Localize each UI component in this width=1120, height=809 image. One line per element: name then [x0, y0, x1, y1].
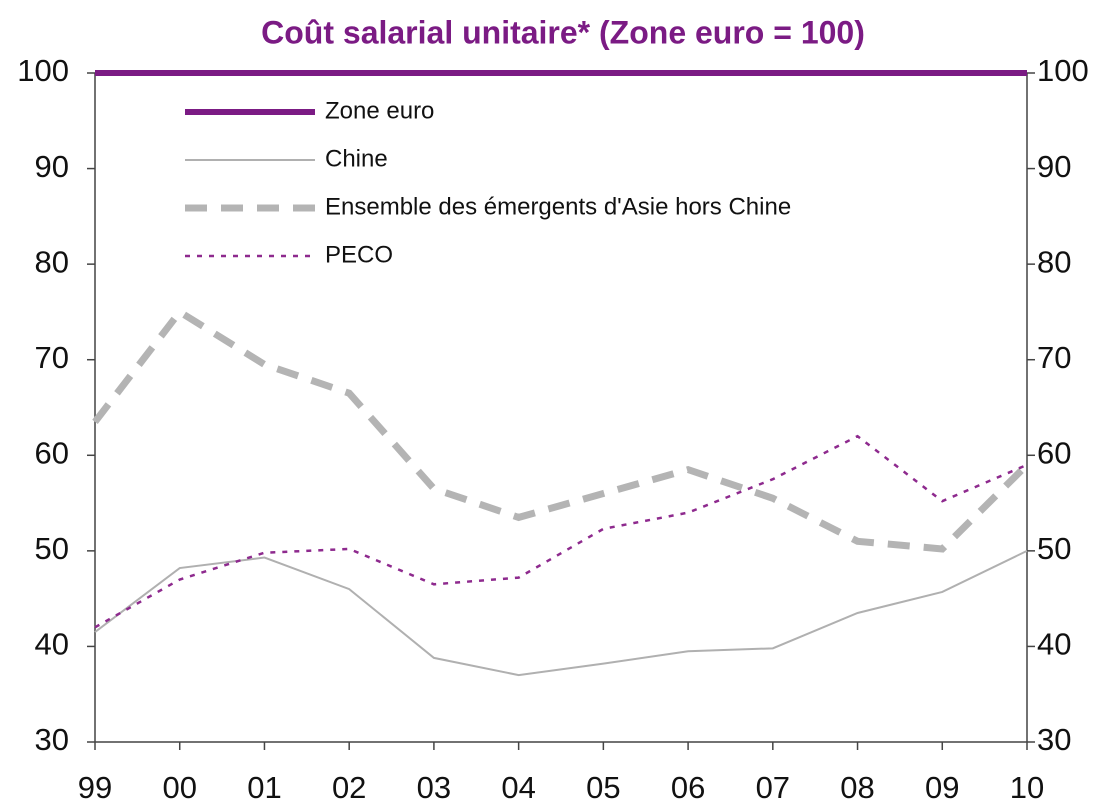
x-tick-label: 05	[586, 770, 620, 805]
y-tick-label: 60	[35, 435, 69, 470]
x-tick-label: 00	[162, 770, 196, 805]
series-line	[94, 549, 1028, 677]
x-tick-label: 04	[501, 770, 535, 805]
legend-label: Ensemble des émergents d'Asie hors Chine	[325, 193, 791, 220]
x-tick-label: 07	[756, 770, 790, 805]
y2-tick-label: 100	[1037, 53, 1089, 88]
y-tick-label: 30	[35, 722, 69, 757]
y-tick-label: 80	[35, 244, 69, 279]
y-tick-label: 50	[35, 531, 69, 566]
legend-label: Zone euro	[325, 97, 434, 124]
x-tick-label: 03	[417, 770, 451, 805]
x-tick-label: 02	[332, 770, 366, 805]
legend-label: Chine	[325, 145, 388, 172]
x-tick-label: 01	[247, 770, 281, 805]
y-tick-label: 90	[35, 149, 69, 184]
y2-tick-label: 90	[1037, 149, 1071, 184]
y2-tick-label: 60	[1037, 435, 1071, 470]
series-line	[94, 434, 1028, 629]
x-tick-label: 08	[840, 770, 874, 805]
y2-tick-label: 50	[1037, 531, 1071, 566]
series-line	[92, 307, 1030, 553]
y2-tick-label: 70	[1037, 340, 1071, 375]
chart-title: Coût salarial unitaire* (Zone euro = 100…	[261, 14, 865, 50]
legend-label: PECO	[325, 241, 393, 268]
y2-tick-label: 30	[1037, 722, 1071, 757]
x-tick-label: 99	[78, 770, 112, 805]
y2-tick-label: 80	[1037, 244, 1071, 279]
x-tick-label: 06	[671, 770, 705, 805]
y2-tick-label: 40	[1037, 627, 1071, 662]
x-tick-label: 09	[925, 770, 959, 805]
y-tick-label: 70	[35, 340, 69, 375]
y-tick-label: 100	[17, 53, 69, 88]
y-tick-label: 40	[35, 627, 69, 662]
x-tick-label: 10	[1010, 770, 1044, 805]
